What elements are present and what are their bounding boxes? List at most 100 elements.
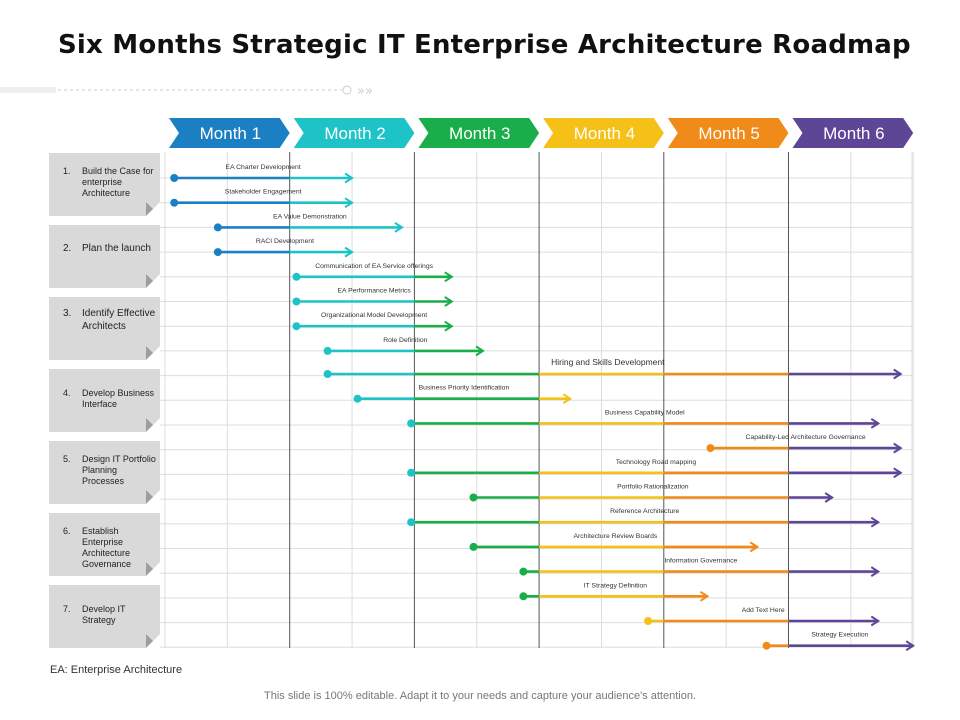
task-label: Capability-Led Architecture Governance: [746, 434, 866, 441]
task-arrowhead: [562, 393, 573, 405]
task-label: EA Value Demonstration: [273, 213, 347, 220]
phase-label: Design IT Portfolio Planning Processes: [82, 454, 156, 486]
task-label: Portfolio Rationalization: [617, 484, 689, 491]
task-label: Role Definition: [383, 337, 427, 344]
task-start-dot: [213, 223, 222, 232]
task-arrowhead: [444, 296, 454, 307]
task-start-dot: [323, 370, 332, 378]
page-fold-cutout: [146, 562, 160, 576]
phase-number: 6.: [63, 526, 71, 536]
task-arrowhead: [444, 320, 454, 332]
phase-label: Build the Case for enterprise Architectu…: [82, 166, 154, 198]
task-start-dot: [706, 444, 715, 453]
phase-number: 5.: [63, 454, 71, 464]
task-label: Stakeholder Engagement: [225, 189, 302, 196]
title-underline-decoration: »»: [0, 84, 373, 98]
month-chevron: [169, 118, 290, 148]
phase-label: Plan the launch: [82, 242, 151, 254]
task-label: Hiring and Skills Development: [551, 357, 665, 367]
phase-number: 3.: [63, 308, 72, 319]
task-label: RACI Development: [256, 238, 314, 245]
legend-note: EA: Enterprise Architecture: [50, 664, 183, 676]
month-label: Month 2: [324, 124, 385, 143]
page-fold-cutout: [146, 490, 160, 504]
task-arrowhead: [893, 467, 903, 479]
task-start-dot: [292, 322, 301, 331]
task-start-dot: [519, 567, 528, 576]
page-fold-cutout: [146, 202, 160, 216]
month-label: Month 3: [449, 124, 510, 143]
task-arrowhead: [444, 271, 454, 283]
page-fold-cutout: [146, 346, 160, 360]
task-start-dot: [292, 272, 301, 281]
month-chevron: [667, 118, 789, 148]
month-label: Month 1: [200, 124, 261, 143]
task-start-dot: [323, 346, 332, 355]
svg-text:»»: »»: [357, 84, 373, 98]
month-label: Month 5: [698, 124, 759, 143]
phase-label: Develop Business Interface: [82, 387, 155, 409]
task-label: Architecture Review Boards: [573, 533, 657, 540]
phase-number: 2.: [63, 242, 72, 254]
page-fold-cutout: [146, 418, 160, 432]
task-start-dot: [519, 592, 528, 601]
phase-label: Identify Effective Architects: [82, 308, 156, 332]
task-label: Organizational Model Development: [321, 312, 427, 319]
task-arrowhead: [475, 345, 485, 357]
task-start-dot: [469, 542, 478, 551]
task-start-dot: [407, 468, 416, 477]
phase-box: 5. Design IT Portfolio Planning Processes: [49, 441, 160, 504]
task-start-dot: [407, 518, 416, 527]
task-arrowhead: [394, 222, 404, 233]
task-label: Reference Architecture: [610, 508, 679, 515]
task-arrowhead: [344, 172, 354, 184]
task-arrowhead: [749, 541, 760, 553]
page-fold-cutout: [146, 274, 160, 288]
task-label: Business Capability Model: [605, 409, 685, 416]
task-start-dot: [213, 248, 222, 257]
task-start-dot: [762, 641, 771, 650]
task-arrowhead: [344, 197, 354, 209]
phase-number: 7.: [63, 603, 71, 614]
phase-box: 1. Build the Case for enterprise Architec…: [49, 153, 160, 216]
phase-box: 3. Identify Effective Architects: [49, 297, 160, 360]
phase-box: 2. Plan the launch: [49, 225, 160, 288]
task-arrowhead: [893, 368, 903, 380]
task-arrowhead: [870, 566, 881, 577]
task-start-dot: [407, 419, 416, 428]
task-arrowhead: [870, 418, 881, 429]
task-start-dot: [469, 493, 478, 502]
task-arrowhead: [699, 590, 710, 602]
month-label: Month 6: [823, 124, 884, 143]
task-label: EA Performance Metrics: [337, 288, 411, 295]
task-label: Communication of EA Service offerings: [315, 263, 433, 270]
page-fold-cutout: [146, 634, 160, 648]
task-start-dot: [644, 617, 653, 625]
task-start-dot: [170, 198, 179, 207]
phase-number: 1.: [63, 166, 71, 176]
task-arrowhead: [824, 492, 834, 503]
phase-box: 4. Develop Business Interface: [49, 369, 160, 432]
task-label: Add Text Here: [742, 607, 785, 614]
month-chevron: [792, 118, 914, 148]
month-chevron: [418, 118, 540, 148]
phase-box: 6. Establish Enterprise Architecture Gove…: [49, 513, 160, 576]
task-arrowhead: [905, 640, 916, 652]
task-arrowhead: [870, 516, 881, 528]
month-label: Month 4: [574, 124, 635, 143]
month-chevron: [293, 118, 415, 148]
task-label: Information Governance: [664, 558, 737, 565]
month-chevron: [543, 118, 664, 148]
task-arrowhead: [893, 442, 903, 454]
phase-box: 7. Develop IT Strategy: [49, 585, 160, 648]
task-label: Strategy Execution: [811, 632, 868, 639]
task-start-dot: [170, 174, 179, 182]
task-label: IT Strategy Definition: [584, 582, 648, 589]
phase-number: 4.: [63, 387, 71, 398]
phase-label: Establish Enterprise Architecture Govern…: [82, 526, 132, 569]
task-start-dot: [292, 297, 301, 306]
task-label: EA Charter Development: [226, 164, 301, 171]
task-arrowhead: [870, 615, 881, 627]
task-label: Business Priority Identification: [419, 385, 510, 392]
